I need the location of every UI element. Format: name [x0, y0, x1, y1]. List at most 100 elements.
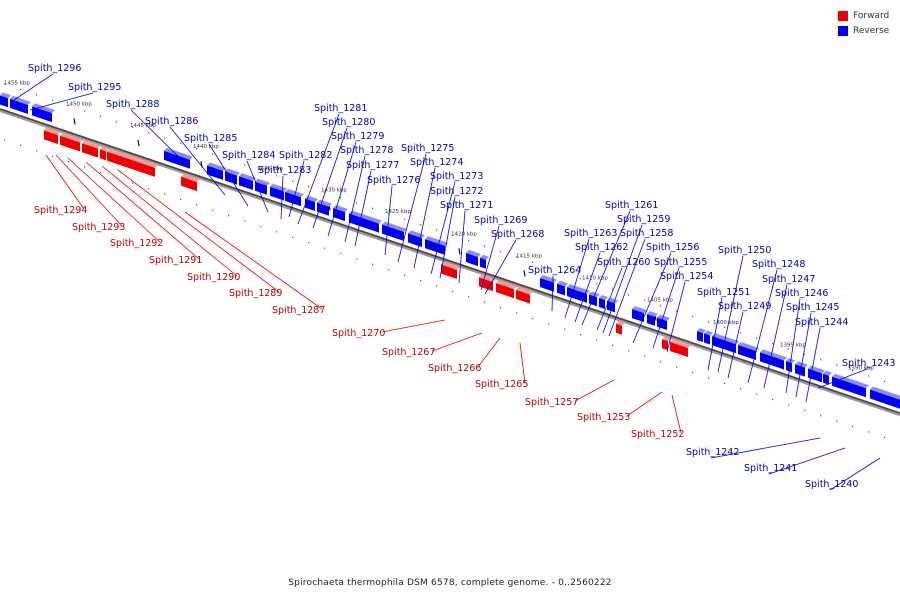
- guide-dot: [484, 245, 486, 247]
- reverse-gene-leader: [707, 297, 723, 371]
- guide-dot: [644, 299, 646, 301]
- reverse-gene-block-top: [225, 168, 240, 176]
- forward-gene-label: Spith_1290: [187, 272, 240, 283]
- forward-gene-block-top: [60, 132, 71, 139]
- reverse-gene-label: Spith_1295: [68, 82, 121, 93]
- reverse-gene-label: Spith_1283: [258, 165, 311, 176]
- reverse-gene-block-top: [697, 328, 706, 334]
- guide-dot: [468, 240, 470, 242]
- reverse-gene-leader: [169, 126, 226, 196]
- reverse-gene-leader: [747, 269, 778, 384]
- reverse-gene-label: Spith_1246: [775, 288, 828, 299]
- reverse-gene-block: [255, 181, 267, 195]
- reverse-gene-block: [333, 208, 345, 222]
- forward-gene-block-top: [479, 274, 496, 283]
- reverse-gene-leader: [458, 210, 466, 284]
- reverse-gene-label: Spith_1284: [222, 150, 275, 161]
- reverse-gene-block-top: [10, 95, 31, 105]
- forward-gene-leader: [381, 319, 446, 333]
- forward-gene-label: Spith_1257: [525, 397, 578, 408]
- guide-dot: [260, 225, 262, 228]
- reverse-gene-label: Spith_1251: [697, 287, 750, 298]
- forward-gene-block: [670, 341, 688, 358]
- reverse-gene-leader: [551, 275, 554, 312]
- guide-dot: [452, 234, 454, 236]
- guide-dot: [404, 218, 406, 220]
- guide-dot: [740, 388, 742, 390]
- reverse-gene-label: Spith_1279: [331, 131, 384, 142]
- guide-dot: [36, 150, 38, 152]
- kbp-tick-label: 1440 kbp: [193, 144, 219, 150]
- reverse-gene-leader: [581, 210, 631, 326]
- reverse-gene-label: Spith_1250: [718, 245, 771, 256]
- forward-gene-label: Spith_1291: [149, 255, 202, 266]
- forward-gene-label: Spith_1267: [382, 347, 435, 358]
- reverse-gene-block-top: [164, 147, 193, 160]
- guide-dot: [436, 285, 438, 287]
- reverse-gene-label: Spith_1264: [528, 265, 581, 276]
- reverse-gene-block-top: [832, 373, 869, 389]
- forward-gene-leader: [67, 157, 161, 243]
- reverse-gene-label: Spith_1254: [660, 271, 713, 282]
- reverse-gene-block: [540, 278, 554, 292]
- forward-gene-block-top: [100, 146, 109, 152]
- guide-dot: [436, 229, 438, 231]
- reverse-gene-label: Spith_1243: [842, 358, 895, 369]
- guide-dot: [628, 350, 630, 352]
- kbp-tick-label: 1445 kbp: [130, 123, 156, 129]
- guide-dot: [132, 126, 134, 128]
- reverse-gene-leader: [484, 239, 517, 295]
- reverse-gene-block-top: [657, 314, 670, 321]
- reverse-gene-leader: [344, 155, 366, 243]
- guide-dot: [500, 307, 502, 309]
- forward-gene-leader: [431, 332, 483, 352]
- reverse-gene-label: Spith_1248: [752, 259, 805, 270]
- kbp-tick-label: 1405 kbp: [647, 298, 673, 304]
- forward-gene-block-top: [616, 320, 625, 326]
- reverse-gene-label: Spith_1274: [410, 157, 463, 168]
- reverse-gene-leader: [785, 298, 801, 394]
- reverse-gene-block-top: [317, 199, 332, 207]
- legend-reverse-label: Reverse: [853, 25, 890, 36]
- forward-gene-label: Spith_1265: [475, 379, 528, 390]
- guide-dot: [372, 263, 374, 265]
- guide-dot: [772, 342, 774, 345]
- guide-dot: [20, 144, 22, 146]
- forward-gene-block: [662, 339, 668, 351]
- guide-dot: [212, 153, 214, 155]
- guide-dot: [868, 375, 870, 377]
- reverse-gene-block: [0, 95, 8, 108]
- guide-dot: [388, 269, 390, 271]
- kbp-tick-mark: [458, 248, 461, 255]
- guide-dot: [724, 326, 726, 328]
- reverse-gene-block: [425, 239, 445, 255]
- reverse-gene-label: Spith_1269: [474, 215, 527, 226]
- reverse-gene-leader: [354, 170, 372, 247]
- forward-gene-block-top: [441, 261, 460, 270]
- guide-dot: [660, 361, 662, 363]
- genome-caption: Spirochaeta thermophila DSM 6578, comple…: [288, 578, 612, 588]
- guide-dot: [676, 310, 678, 312]
- guide-dot: [292, 236, 294, 238]
- guide-dot: [772, 398, 774, 401]
- forward-gene-block-top: [516, 286, 533, 295]
- forward-gene-label: Spith_1252: [631, 429, 684, 440]
- reverse-gene-block: [317, 202, 329, 216]
- kbp-tick-mark: [137, 139, 140, 147]
- forward-gene-label: Spith_1289: [229, 288, 282, 299]
- guide-dot: [484, 301, 486, 303]
- kbp-tick-label: 1435 kbp: [257, 166, 283, 172]
- guide-dot: [516, 312, 518, 314]
- reverse-gene-block: [10, 98, 28, 114]
- reverse-gene-leader: [795, 312, 812, 398]
- guide-dot: [52, 155, 54, 157]
- guide-dot: [164, 193, 166, 195]
- reverse-gene-block-top: [480, 254, 489, 260]
- reverse-gene-label: Spith_1256: [646, 242, 699, 253]
- guide-dot: [340, 196, 342, 199]
- reverse-gene-block: [738, 344, 756, 361]
- guide-dot: [884, 436, 886, 438]
- guide-dot: [340, 252, 342, 255]
- forward-gene-leader: [85, 161, 200, 260]
- reverse-gene-leader: [430, 181, 456, 275]
